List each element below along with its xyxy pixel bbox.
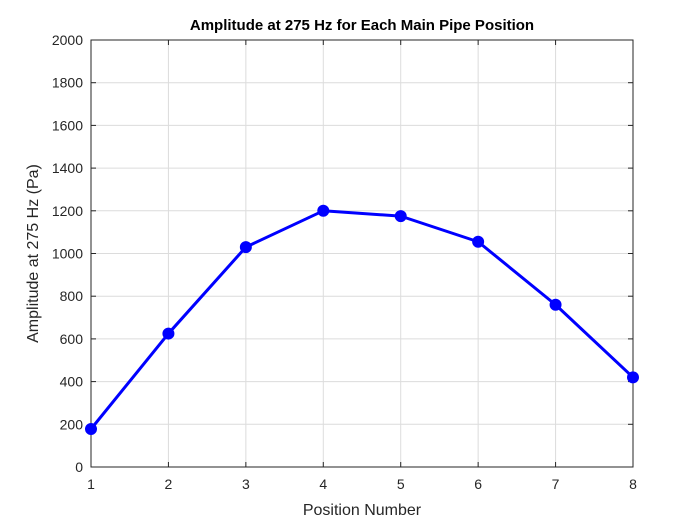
y-axis-ticks: 0 200 400 600 800 1000 1200 1400 1600 1800 2000 <box>52 32 633 475</box>
series-line <box>89 209 635 430</box>
series-group <box>85 204 639 435</box>
data-point <box>472 235 485 248</box>
y-axis-label: Amplitude at 275 Hz (Pa) <box>25 164 42 343</box>
x-axis-label: Position Number <box>303 502 422 519</box>
data-point <box>317 204 330 217</box>
x-tick-label: 5 <box>397 476 405 492</box>
data-point <box>162 327 175 340</box>
x-tick-label: 7 <box>552 476 560 492</box>
x-tick-label: 2 <box>165 476 173 492</box>
chart-title: Amplitude at 275 Hz for Each Main Pipe P… <box>190 17 534 34</box>
y-tick-label: 400 <box>60 374 84 390</box>
x-tick-label: 8 <box>629 476 637 492</box>
y-tick-label: 600 <box>60 331 84 347</box>
y-tick-label: 1600 <box>52 117 83 133</box>
data-point <box>239 241 252 254</box>
grid <box>91 40 633 467</box>
x-tick-label: 6 <box>474 476 482 492</box>
data-point <box>549 298 562 311</box>
y-tick-label: 1400 <box>52 160 83 176</box>
data-point <box>627 371 639 384</box>
y-tick-label: 1200 <box>52 203 83 219</box>
x-tick-label: 3 <box>242 476 250 492</box>
y-tick-label: 200 <box>60 416 84 432</box>
x-axis-ticks: 1 2 3 4 5 6 7 8 <box>87 40 637 492</box>
data-point <box>394 210 407 223</box>
x-tick-label: 4 <box>319 476 327 492</box>
y-tick-label: 1800 <box>52 75 83 91</box>
data-point <box>85 422 97 435</box>
y-tick-label: 2000 <box>52 32 83 48</box>
y-tick-label: 0 <box>75 459 83 475</box>
y-tick-label: 800 <box>60 288 84 304</box>
x-tick-label: 1 <box>87 476 95 492</box>
y-tick-label: 1000 <box>52 246 83 262</box>
